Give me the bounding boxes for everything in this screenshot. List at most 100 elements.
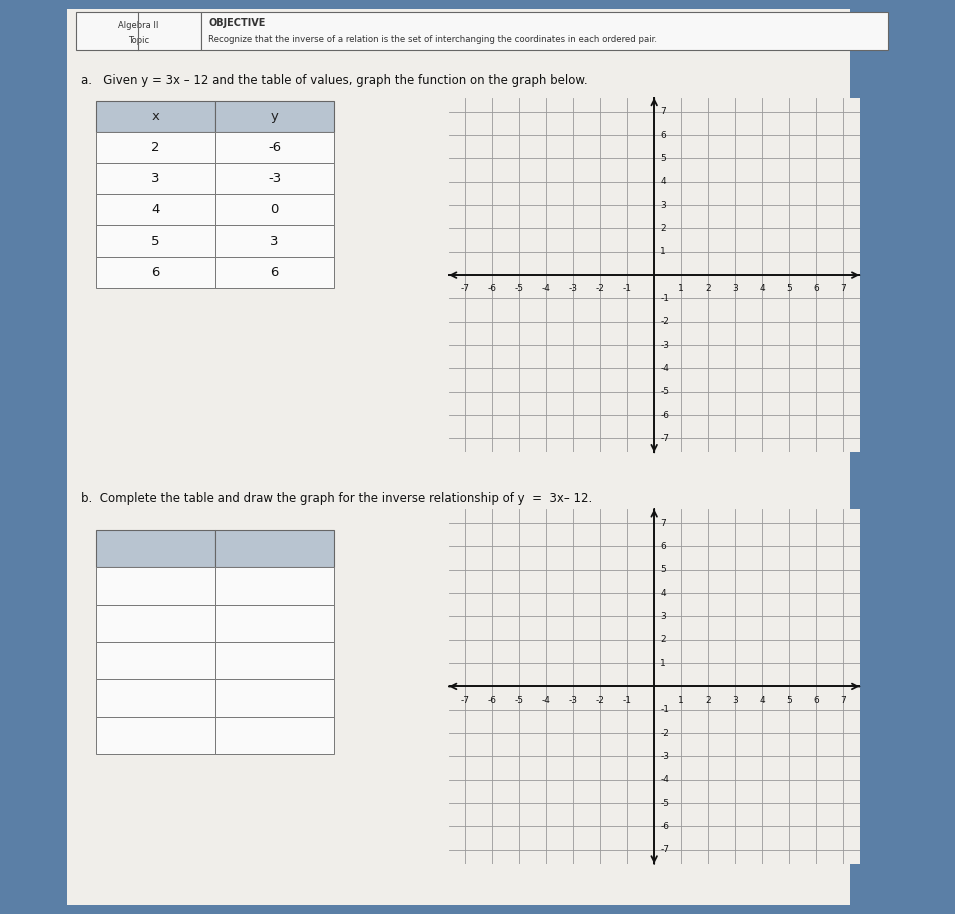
Text: y: y [270, 110, 279, 122]
Text: 6: 6 [814, 696, 819, 705]
Text: 0: 0 [270, 203, 279, 217]
Text: 4: 4 [759, 284, 765, 293]
Text: 6: 6 [660, 542, 666, 551]
Bar [96, 568, 215, 605]
Bar [96, 605, 215, 643]
Text: -6: -6 [660, 822, 669, 831]
Bar [215, 642, 334, 679]
Text: -6: -6 [488, 284, 497, 293]
Text: OBJECTIVE: OBJECTIVE [208, 17, 265, 27]
Text: -3: -3 [660, 341, 669, 350]
Text: x: x [151, 110, 159, 122]
Text: 5: 5 [786, 696, 792, 705]
Bar [96, 101, 215, 132]
Text: -1: -1 [623, 696, 631, 705]
Text: -4: -4 [660, 775, 669, 784]
Text: -2: -2 [660, 317, 669, 326]
Bar [215, 101, 334, 132]
Bar [215, 568, 334, 605]
Text: 3: 3 [732, 284, 738, 293]
Text: 3: 3 [732, 696, 738, 705]
Text: 3: 3 [270, 235, 279, 248]
Text: b.  Complete the table and draw the graph for the inverse relationship of y  =  : b. Complete the table and draw the graph… [81, 492, 592, 505]
Text: -4: -4 [660, 364, 669, 373]
Bar [215, 226, 334, 257]
Text: 7: 7 [660, 107, 666, 116]
Text: -3: -3 [568, 284, 578, 293]
Bar [215, 194, 334, 226]
Bar [96, 257, 215, 288]
Bar [96, 226, 215, 257]
Text: 6: 6 [814, 284, 819, 293]
Text: -7: -7 [660, 434, 669, 443]
Text: -1: -1 [660, 294, 669, 303]
Text: -2: -2 [660, 728, 669, 738]
Text: 2: 2 [706, 696, 711, 705]
Bar [215, 132, 334, 163]
Bar [215, 530, 334, 568]
Bar [96, 163, 215, 195]
Bar [96, 717, 215, 754]
Text: 5: 5 [660, 565, 666, 574]
Text: -5: -5 [515, 696, 523, 705]
Text: -7: -7 [460, 696, 470, 705]
Text: -2: -2 [596, 696, 605, 705]
Text: 4: 4 [660, 177, 666, 186]
Bar [96, 679, 215, 717]
Bar [215, 679, 334, 717]
Text: -7: -7 [660, 845, 669, 855]
Text: -6: -6 [268, 141, 281, 154]
Text: 5: 5 [786, 284, 792, 293]
Text: -1: -1 [660, 706, 669, 714]
Text: 6: 6 [660, 131, 666, 140]
Text: -2: -2 [596, 284, 605, 293]
Text: 2: 2 [706, 284, 711, 293]
Text: Topic: Topic [128, 37, 149, 45]
Text: 4: 4 [151, 203, 159, 217]
Bar [215, 717, 334, 754]
Text: -5: -5 [660, 388, 669, 397]
Text: 2: 2 [660, 224, 666, 233]
Bar [215, 257, 334, 288]
Text: 5: 5 [151, 235, 159, 248]
Text: 5: 5 [660, 154, 666, 163]
Text: -3: -3 [268, 172, 281, 186]
Text: 1: 1 [678, 284, 684, 293]
Bar [215, 605, 334, 643]
Text: 7: 7 [840, 696, 846, 705]
Text: 3: 3 [660, 611, 666, 621]
Text: Algebra II: Algebra II [118, 21, 159, 30]
Text: 1: 1 [678, 696, 684, 705]
Text: -5: -5 [660, 799, 669, 808]
Bar [215, 163, 334, 195]
Text: 6: 6 [151, 266, 159, 279]
Text: -6: -6 [488, 696, 497, 705]
Text: 1: 1 [660, 659, 666, 667]
Text: 7: 7 [660, 518, 666, 527]
Text: Recognize that the inverse of a relation is the set of interchanging the coordin: Recognize that the inverse of a relation… [208, 35, 657, 44]
Text: -4: -4 [541, 696, 550, 705]
Bar [96, 194, 215, 226]
Text: 1: 1 [660, 248, 666, 256]
Text: 3: 3 [151, 172, 159, 186]
Text: -5: -5 [515, 284, 523, 293]
Bar [76, 12, 201, 50]
Text: -3: -3 [660, 752, 669, 761]
Bar [67, 9, 850, 905]
Text: -6: -6 [660, 410, 669, 420]
Text: 2: 2 [151, 141, 159, 154]
Text: 2: 2 [660, 635, 666, 644]
Text: -1: -1 [623, 284, 631, 293]
Text: 4: 4 [759, 696, 765, 705]
Text: 6: 6 [270, 266, 279, 279]
Text: -7: -7 [460, 284, 470, 293]
Text: 7: 7 [840, 284, 846, 293]
Bar [96, 530, 215, 568]
Text: -4: -4 [541, 284, 550, 293]
Text: a.   Given y = 3x – 12 and the table of values, graph the function on the graph : a. Given y = 3x – 12 and the table of va… [81, 74, 587, 87]
Text: -3: -3 [568, 696, 578, 705]
Bar [96, 132, 215, 163]
Bar [96, 642, 215, 679]
Bar [201, 12, 888, 50]
Text: 3: 3 [660, 200, 666, 209]
